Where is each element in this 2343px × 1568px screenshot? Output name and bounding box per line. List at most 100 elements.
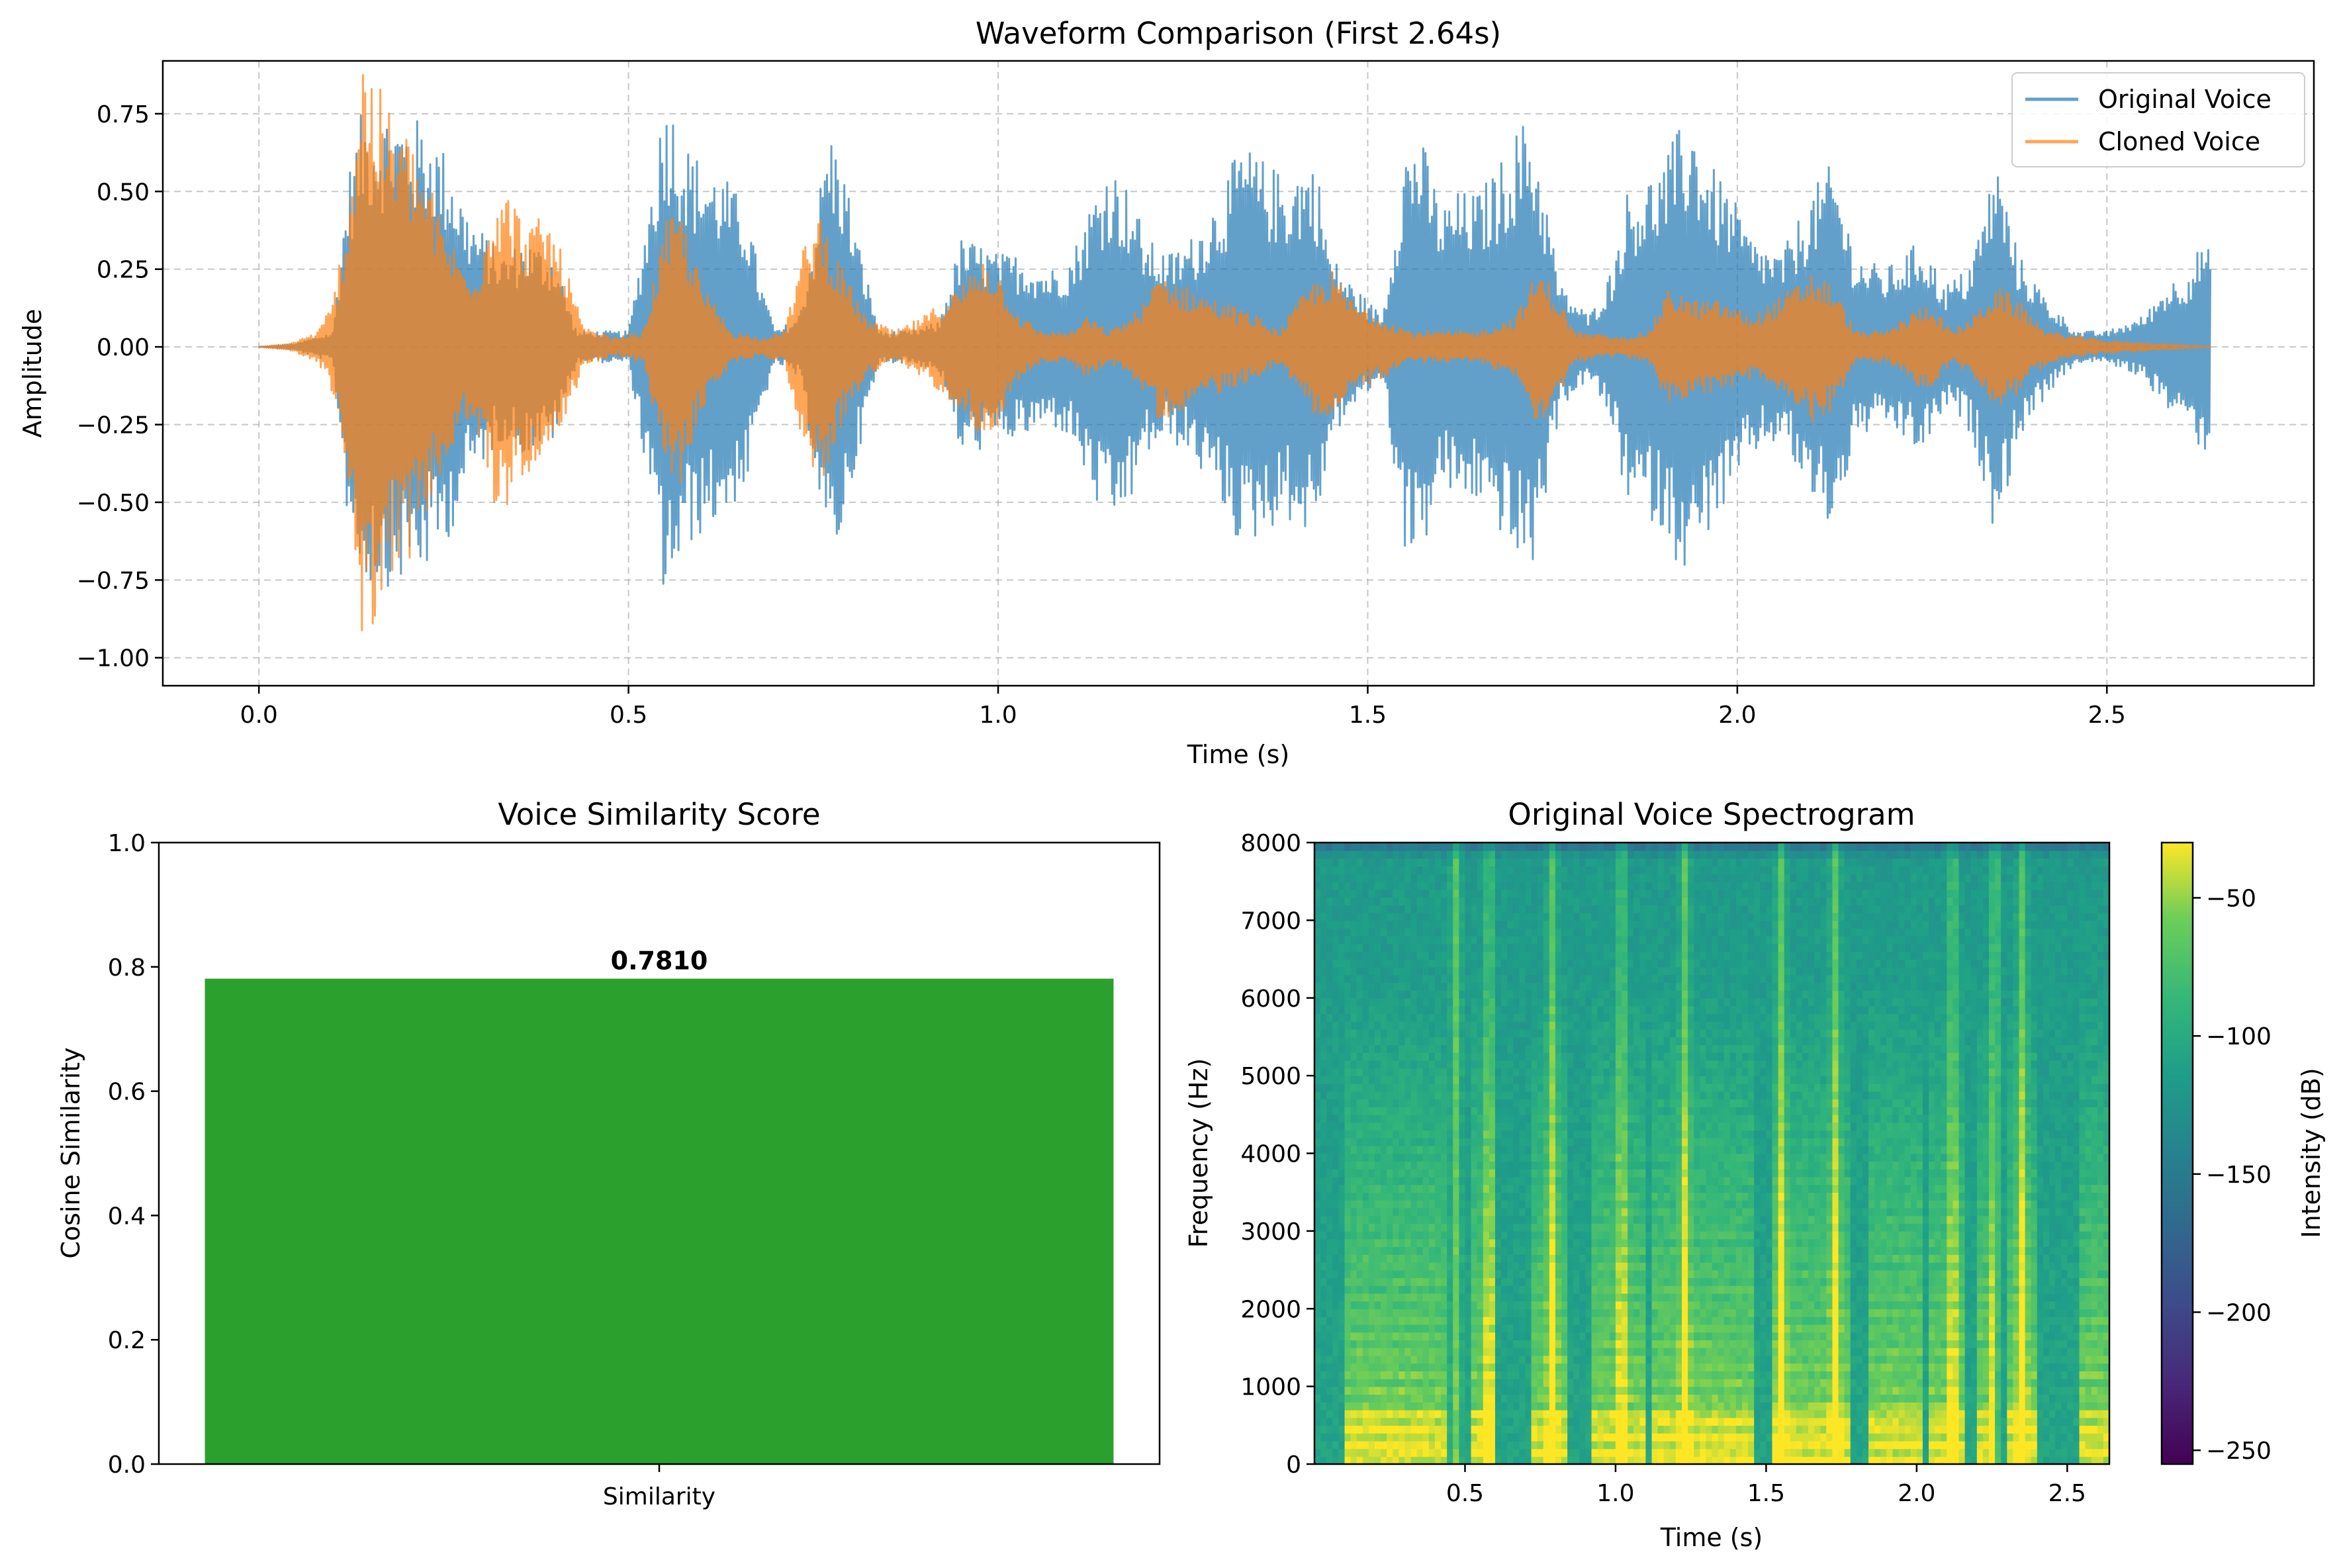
spectrogram-cell (1441, 1402, 1447, 1410)
spectrogram-cell (1622, 1223, 1628, 1232)
spectrogram-cell (1675, 943, 1682, 952)
spectrogram-cell (1422, 1122, 1430, 1131)
spectrogram-cell (1549, 1076, 1556, 1084)
spectrogram-cell (1441, 1021, 1447, 1030)
spectrogram-cell (1404, 1254, 1412, 1263)
spectrogram-cell (1422, 1293, 1430, 1302)
spectrogram-cell (1615, 1301, 1622, 1310)
spectrogram-cell (1597, 1138, 1604, 1146)
spectrogram-cell (1410, 1223, 1418, 1232)
spectrogram-cell (1320, 1037, 1327, 1045)
spectrogram-cell (1489, 1052, 1496, 1061)
spectrogram-cell (1513, 966, 1520, 976)
spectrogram-cell (1356, 1130, 1363, 1138)
spectrogram-cell (1597, 966, 1604, 976)
spectrogram-cell (1434, 1021, 1442, 1030)
spectrogram-cell (1555, 1378, 1562, 1387)
spectrogram-cell (1603, 943, 1610, 952)
spectrogram-cell (1483, 1347, 1490, 1356)
spectrogram-cell (1477, 1044, 1484, 1053)
spectrogram-cell (1344, 1122, 1352, 1131)
spectrogram-cell (1362, 1425, 1369, 1434)
spectrogram-cell (1537, 1076, 1544, 1084)
spectrogram-cell (1368, 1223, 1375, 1232)
spectrogram-cell (1537, 1168, 1544, 1177)
spectrogram-cell (1441, 1207, 1447, 1217)
spectrogram-cell (1555, 951, 1562, 960)
spectrogram-cell (1628, 966, 1635, 976)
spectrogram-cell (1513, 866, 1520, 874)
spectrogram-cell (1603, 1277, 1610, 1286)
spectrogram-cell (1501, 1230, 1508, 1240)
spectrogram-cell (1320, 1378, 1327, 1387)
spectrogram-cell (1332, 1130, 1340, 1138)
spectrogram-cell (1314, 1394, 1321, 1403)
spectrogram-cell (1314, 1417, 1321, 1426)
spectrogram-cell (1428, 1409, 1436, 1418)
spectrogram-cell (1645, 1324, 1653, 1333)
spectrogram-cell (1525, 951, 1532, 960)
spectrogram-cell (1597, 1130, 1604, 1138)
spectrogram-cell (1531, 1316, 1538, 1325)
spectrogram-cell (1603, 1285, 1610, 1294)
spectrogram-cell (1368, 912, 1375, 921)
spectrogram-cell (1344, 1409, 1352, 1418)
spectrogram-cell (1628, 873, 1635, 882)
spectrogram-cell (1603, 912, 1610, 921)
spectrogram-cell (1682, 1285, 1688, 1294)
spectrogram-cell (1513, 843, 1520, 851)
spectrogram-cell (1404, 1122, 1412, 1131)
spectrogram-cell (1651, 1138, 1659, 1146)
spectrogram-cell (1410, 858, 1418, 867)
spectrogram-cell (1374, 951, 1381, 960)
spectrogram-cell (1501, 920, 1508, 929)
spectrogram-cell (1501, 1176, 1508, 1185)
spectrogram-cell (1453, 1324, 1460, 1333)
spectrogram-cell (1543, 1355, 1550, 1364)
spectrogram-cell (1399, 1153, 1406, 1162)
spectrogram-cell (1663, 889, 1671, 898)
spectrogram-cell (1428, 943, 1436, 952)
spectrogram-cell (1633, 1060, 1641, 1069)
spectrogram-cell (1525, 904, 1532, 913)
spectrogram-cell (1555, 1199, 1562, 1209)
spectrogram-cell (1356, 889, 1363, 898)
spectrogram-cell (1320, 1184, 1327, 1193)
spectrogram-cell (1567, 1363, 1575, 1371)
spectrogram-cell (1399, 1355, 1406, 1364)
spectrogram-cell (1326, 1332, 1334, 1340)
spectrogram-cell (1350, 1262, 1357, 1271)
spectrogram-cell (1519, 990, 1526, 999)
spectrogram-cell (1404, 1068, 1412, 1076)
spectrogram-cell (1543, 1199, 1550, 1209)
spectrogram-cell (1531, 1083, 1538, 1092)
spectrogram-cell (1555, 1456, 1562, 1464)
spectrogram-cell (1356, 1083, 1363, 1092)
spectrogram-cell (1628, 990, 1635, 999)
spectrogram-cell (1519, 1340, 1526, 1348)
spectrogram-cell (1615, 1238, 1622, 1248)
spectrogram-cell (1555, 1417, 1562, 1426)
spectrogram-cell (1447, 1440, 1454, 1450)
spectrogram-cell (1368, 1378, 1375, 1387)
spectrogram-cell (1633, 1409, 1641, 1418)
spectrogram-cell (1404, 1324, 1412, 1333)
spectrogram-cell (1416, 1355, 1424, 1364)
spectrogram-cell (1441, 873, 1447, 882)
spectrogram-cell (1669, 1316, 1677, 1325)
spectrogram-cell (1344, 974, 1352, 984)
spectrogram-cell (1441, 1013, 1447, 1022)
spectrogram-cell (1332, 904, 1340, 913)
spectrogram-cell (1344, 1309, 1352, 1317)
spectrogram-cell (1387, 1037, 1394, 1045)
spectrogram-cell (1663, 1083, 1671, 1092)
spectrogram-cell (1603, 1433, 1610, 1442)
spectrogram-cell (1507, 1138, 1514, 1146)
spectrogram-cell (1615, 1417, 1622, 1426)
spectrogram-cell (1422, 866, 1430, 874)
spectrogram-cell (1477, 1021, 1484, 1030)
spectrogram-cell (1573, 1005, 1581, 1015)
spectrogram-cell (1543, 1293, 1550, 1302)
spectrogram-cell (1453, 928, 1460, 937)
spectrogram-cell (1477, 1037, 1484, 1045)
